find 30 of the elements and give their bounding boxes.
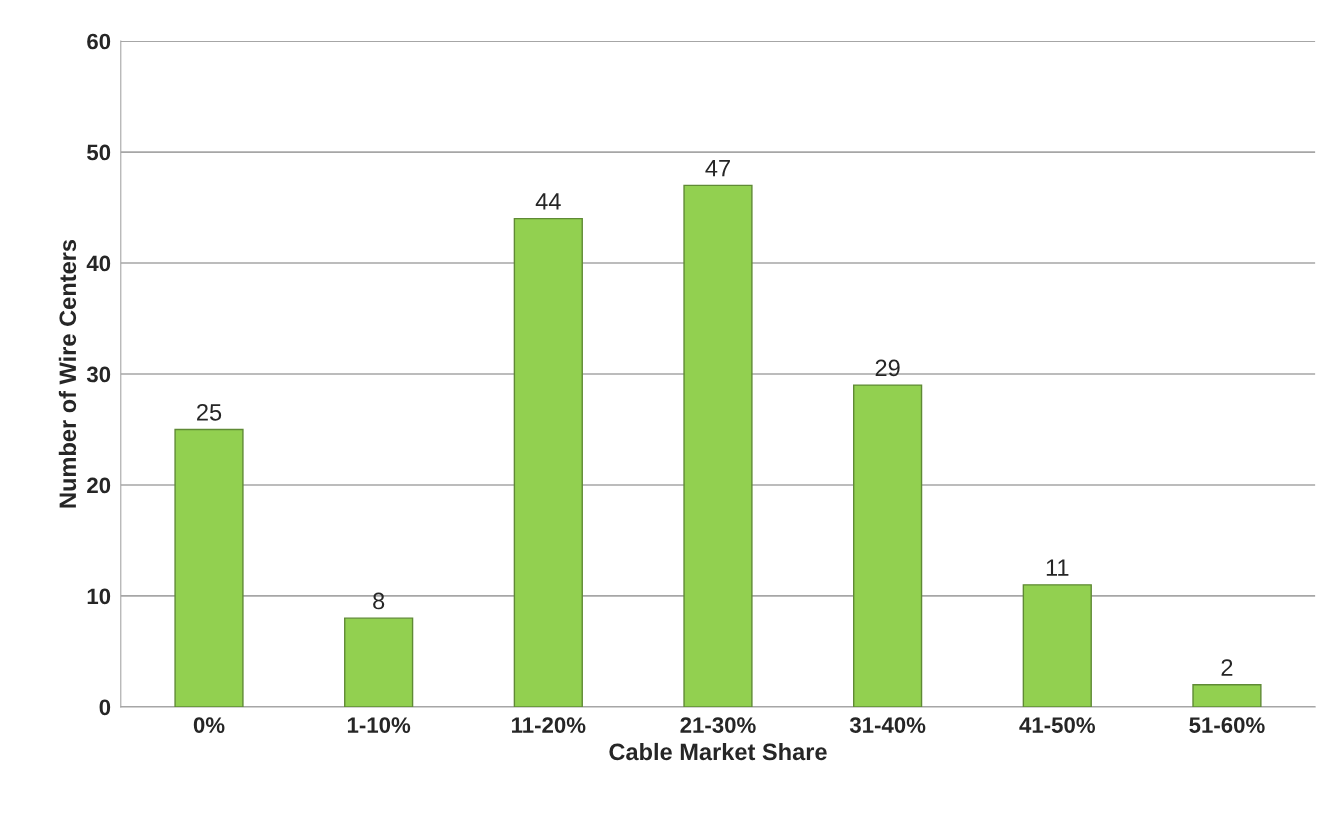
data-label: 29 xyxy=(875,359,900,377)
x-tick-label: 11-20% xyxy=(512,717,586,733)
x-tick-label: 41-50% xyxy=(1019,717,1095,733)
x-axis-title: Cable Market Share xyxy=(609,742,827,761)
data-label: 25 xyxy=(197,403,222,421)
bar xyxy=(174,428,244,707)
x-tick-label: 1-10% xyxy=(347,717,411,733)
bar xyxy=(513,217,583,707)
y-tick-label: 30 xyxy=(86,366,111,383)
bar xyxy=(1192,684,1262,707)
y-tick-label: 0 xyxy=(99,699,111,716)
data-label: 47 xyxy=(705,160,730,177)
x-tick-label: 0% xyxy=(193,717,225,733)
x-tick-label: 51-60% xyxy=(1189,717,1265,733)
y-tick-label: 60 xyxy=(87,33,111,50)
data-label: 8 xyxy=(373,592,385,610)
y-tick-label: 20 xyxy=(87,477,111,494)
x-tick-label: 31-40% xyxy=(849,717,926,733)
x-tick-label: 21-30% xyxy=(680,717,756,733)
y-tick-label: 10 xyxy=(87,588,111,605)
y-tick-label: 40 xyxy=(86,255,111,272)
bar xyxy=(852,384,923,707)
y-axis-title: Number of Wire Centers xyxy=(58,239,77,508)
bar xyxy=(683,184,753,707)
data-label: 2 xyxy=(1221,659,1233,676)
y-tick-label: 50 xyxy=(87,144,111,161)
data-label: 44 xyxy=(535,193,561,210)
data-label: 11 xyxy=(1046,559,1069,576)
bar xyxy=(1022,584,1092,707)
bar xyxy=(344,617,414,707)
